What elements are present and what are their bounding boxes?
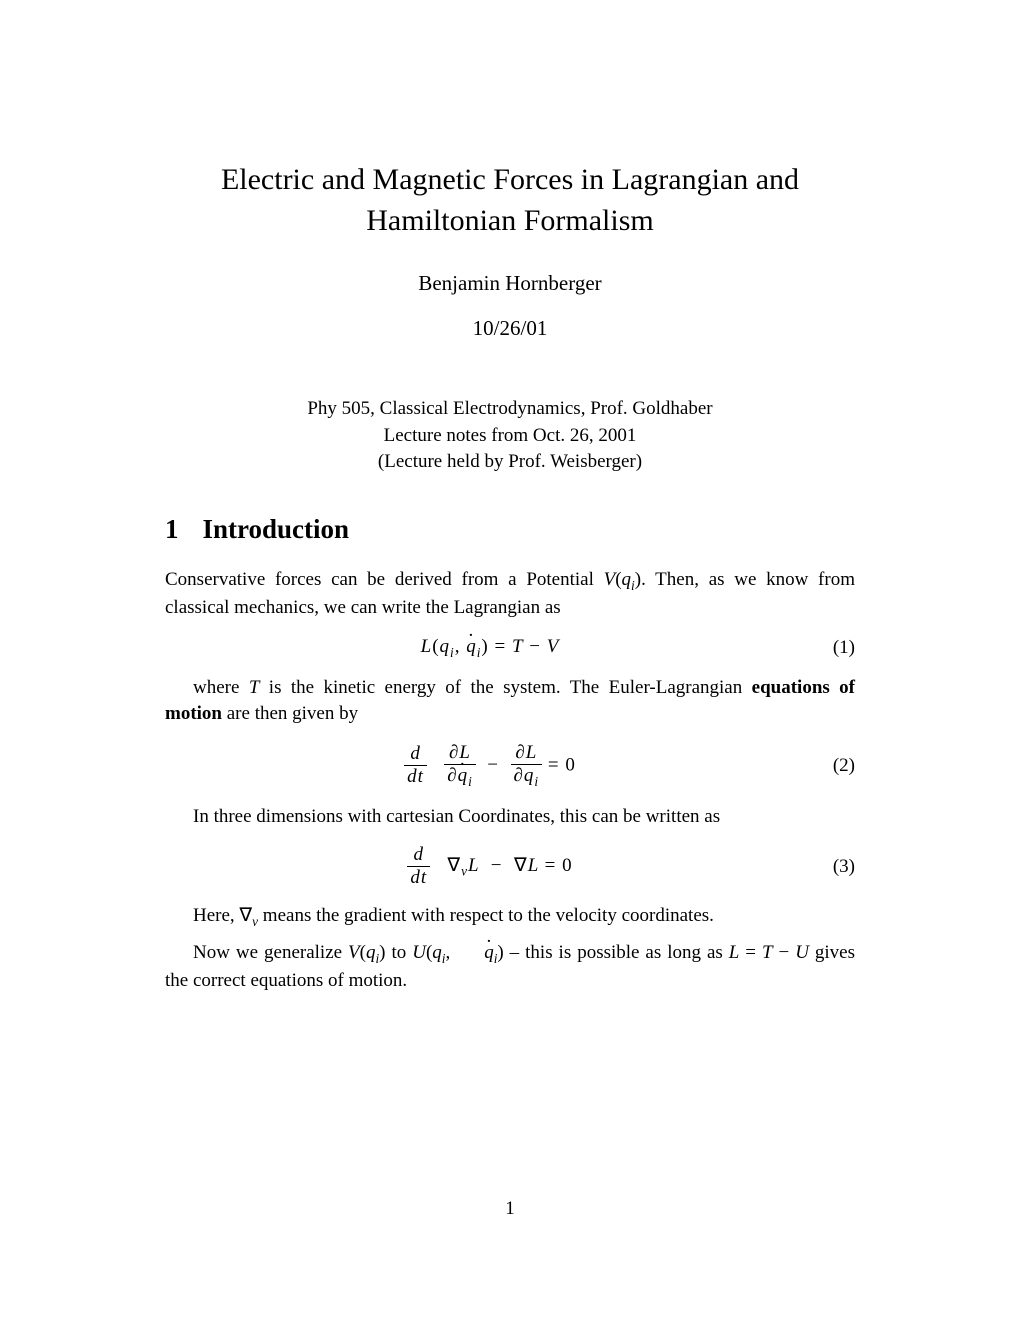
paragraph-text: are then given by [222,703,358,724]
math-inline: q [456,940,494,967]
math-inline: q [622,569,632,590]
paragraph-text: Here, [193,905,239,926]
document-title: Electric and Magnetic Forces in Lagrangi… [165,160,855,241]
course-info-line: Phy 505, Classical Electrodynamics, Prof… [165,396,855,423]
equation-number: (2) [815,755,855,777]
paragraph: Now we generalize V(qi) to U(qi, qi) – t… [165,940,855,995]
paragraph: Here, ∇v means the gradient with respect… [165,903,855,931]
equation-body: ddt ∇vL − ∇L = 0 [165,844,815,889]
equation-number: (3) [815,856,855,878]
math-inline: U [795,942,809,963]
paragraph-text: – this is possible as long as [504,942,729,963]
paragraph-text: where [193,677,249,698]
section-number: 1 [165,514,179,545]
paragraph: Conservative forces can be derived from … [165,567,855,622]
math-inline: L [729,942,740,963]
equation-body: L(qi, qi) = T − V [165,636,815,661]
paragraph-text: means the gradient with respect to the v… [258,905,714,926]
course-info: Phy 505, Classical Electrodynamics, Prof… [165,396,855,476]
math-inline: q [432,942,442,963]
math-inline: ∇ [239,905,252,926]
math-inline: U [412,942,426,963]
course-info-line: (Lecture held by Prof. Weisberger) [165,449,855,476]
math-inline: T [249,677,260,698]
paragraph: where T is the kinetic energy of the sys… [165,675,855,728]
equation: L(qi, qi) = T − V (1) [165,636,855,661]
paragraph-text: − [773,942,796,963]
course-info-line: Lecture notes from Oct. 26, 2001 [165,423,855,450]
equation-number: (1) [815,637,855,659]
equation: ddt ∇vL − ∇L = 0 (3) [165,844,855,889]
math-inline: T [762,942,773,963]
document-date: 10/26/01 [165,316,855,341]
paragraph-text: Now we generalize [193,942,348,963]
equation: ddt ∂L∂qi − ∂L∂qi = 0 (2) [165,742,855,790]
paragraph-text: , [445,942,456,963]
math-inline: V [604,569,616,590]
equation-body: ddt ∂L∂qi − ∂L∂qi = 0 [165,742,815,790]
page-number: 1 [0,1198,1020,1220]
section-title: Introduction [203,514,350,544]
section-heading: 1 Introduction [165,514,855,545]
paragraph-text: = [739,942,762,963]
math-inline: V [348,942,360,963]
paragraph-text: Conservative forces can be derived from … [165,569,604,590]
paragraph: In three dimensions with cartesian Coord… [165,804,855,831]
paragraph-text: is the kinetic energy of the system. The… [259,677,751,698]
paragraph-text: to [386,942,413,963]
document-page: Electric and Magnetic Forces in Lagrangi… [0,0,1020,1320]
document-author: Benjamin Hornberger [165,271,855,296]
